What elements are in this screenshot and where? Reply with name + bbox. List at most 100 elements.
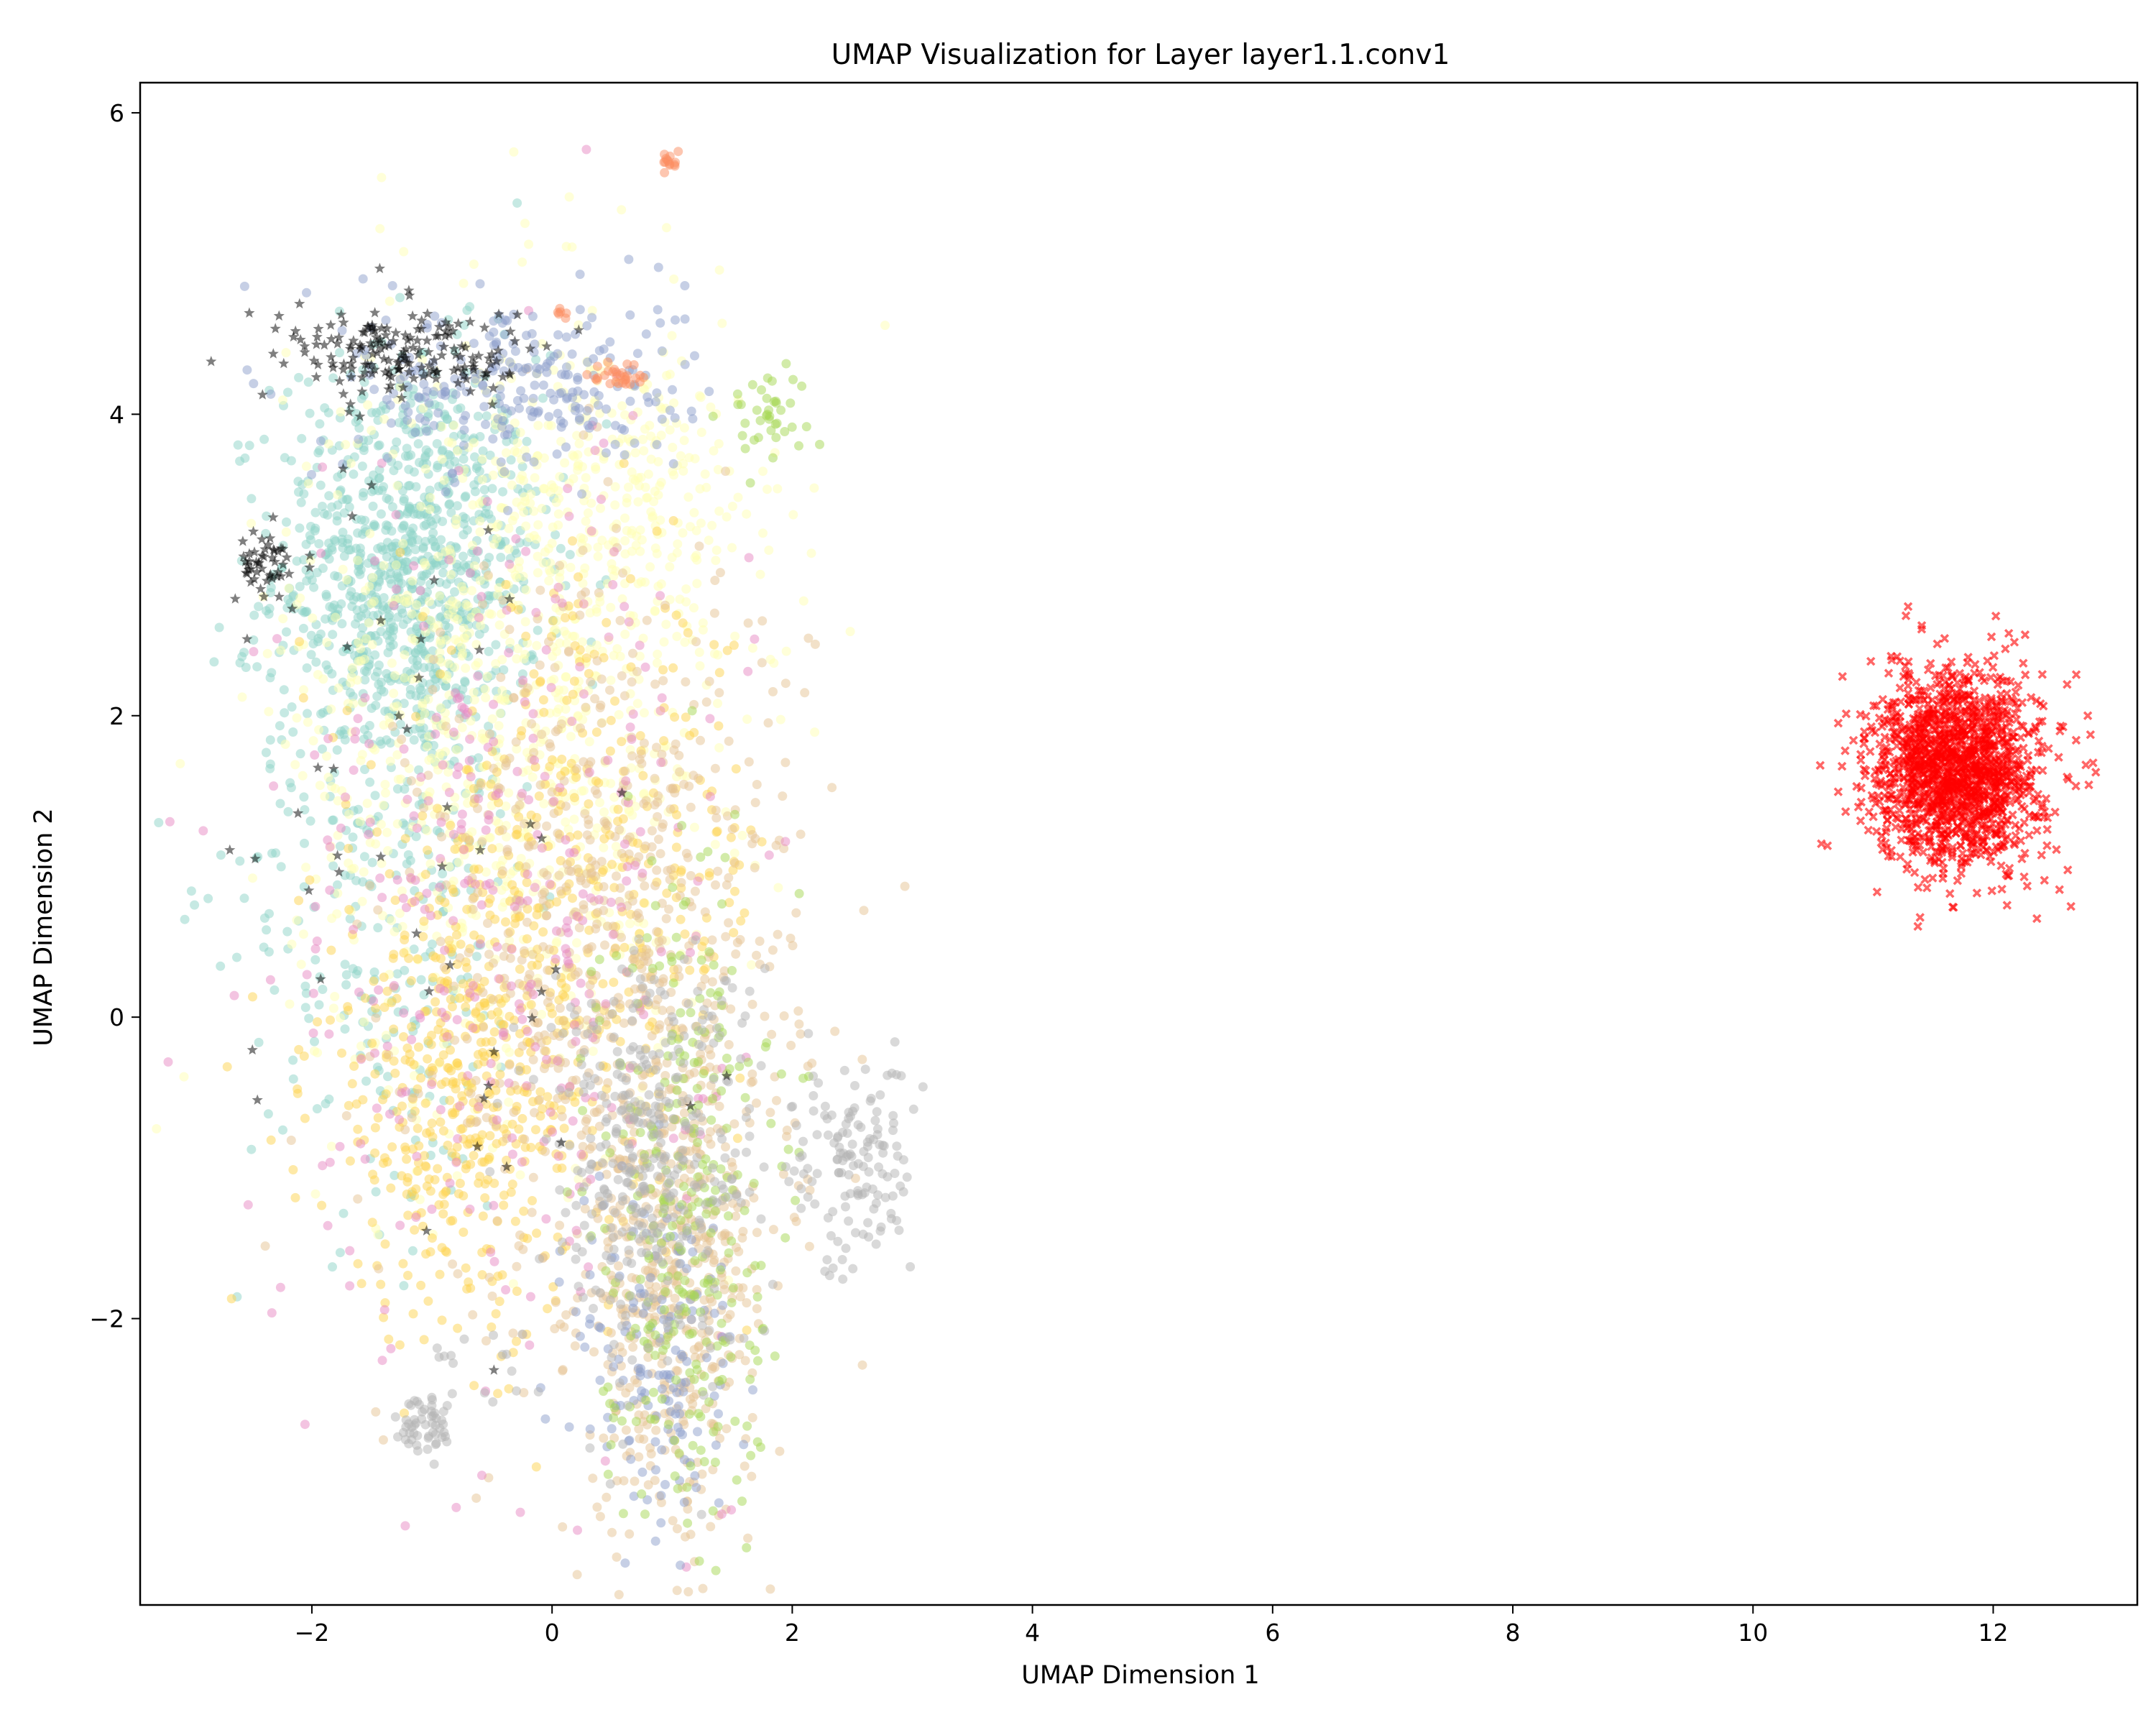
scatter-point [576,723,585,733]
scatter-point [348,964,358,974]
scatter-point [494,1078,505,1088]
scatter-point [735,1073,745,1083]
scatter-point [497,686,507,696]
scatter-point [569,793,579,803]
scatter-point [441,722,451,731]
scatter-point [318,502,327,511]
scatter-point [392,701,402,711]
scatter-point [349,765,359,775]
scatter-point [627,735,637,744]
scatter-point [577,489,587,499]
scatter-point [543,965,553,975]
scatter-point [502,758,511,768]
scatter-point [372,827,382,837]
scatter-point [488,434,498,444]
scatter-point [393,461,403,470]
scatter-point [707,1364,717,1374]
scatter-point [509,693,519,703]
scatter-point [370,521,380,531]
scatter-point [786,1041,796,1050]
scatter-point [504,788,514,798]
scatter-point [362,799,372,809]
scatter-point [409,561,419,571]
scatter-point [459,1227,469,1237]
scatter-point [634,852,644,862]
scatter-point [507,944,517,954]
scatter-point [353,556,363,566]
scatter-point [428,646,438,656]
scatter-point [378,800,388,810]
scatter-point [515,1170,525,1180]
scatter-point [475,576,485,586]
scatter-point [341,792,350,802]
scatter-point [571,1307,581,1317]
scatter-point [599,1433,609,1443]
scatter-point [232,952,241,962]
scatter-point [541,645,551,655]
scatter-point [300,838,309,848]
scatter-point [287,702,297,712]
scatter-point [369,976,379,986]
scatter-point [154,818,164,827]
scatter-point [333,830,343,840]
scatter-point [747,999,757,1009]
scatter-point [563,646,573,656]
scatter-point [400,1142,410,1152]
scatter-point [416,1280,426,1290]
scatter-point [428,685,438,694]
scatter-point [379,972,389,983]
scatter-point [504,544,514,554]
scatter-point [586,526,596,536]
scatter-point [765,1584,775,1594]
scatter-point [474,629,484,639]
scatter-point [395,548,405,557]
scatter-point [619,1018,629,1028]
scatter-point [389,601,399,611]
scatter-point [686,522,695,532]
scatter-point [374,985,384,995]
scatter-point [308,613,318,623]
scatter-point [387,722,397,732]
scatter-point [397,921,407,932]
scatter-point [370,1069,380,1079]
scatter-point [353,714,363,724]
scatter-point [265,673,275,683]
scatter-point [370,630,380,640]
scatter-point [472,952,482,962]
scatter-point [880,321,890,331]
scatter-point [538,942,548,952]
scatter-point [318,674,328,684]
scatter-point [524,982,534,992]
scatter-point [581,587,590,597]
scatter-point [358,529,367,539]
scatter-point [692,579,702,589]
scatter-point [517,1157,527,1167]
scatter-point [369,385,379,395]
scatter-point [650,679,660,689]
scatter-point [618,568,627,578]
scatter-point [652,926,662,937]
scatter-point [475,1172,485,1182]
scatter-point [384,296,395,306]
scatter-point [282,926,292,937]
scatter-point [575,610,585,620]
scatter-point [300,1420,310,1430]
scatter-point [294,487,303,497]
scatter-point [572,938,581,948]
scatter-point [335,841,345,851]
scatter-point [465,1204,475,1214]
scatter-point [539,707,549,717]
scatter-point [340,960,350,970]
scatter-point [265,975,275,985]
scatter-point [299,685,308,695]
scatter-point [392,969,402,979]
scatter-point [449,981,459,991]
scatter-point [360,1154,370,1164]
scatter-point [625,310,635,320]
scatter-point [590,786,600,795]
scatter-point [407,1246,418,1256]
scatter-point [743,1533,753,1543]
scatter-point [637,868,648,878]
scatter-point [579,900,589,910]
scatter-point [561,882,571,892]
